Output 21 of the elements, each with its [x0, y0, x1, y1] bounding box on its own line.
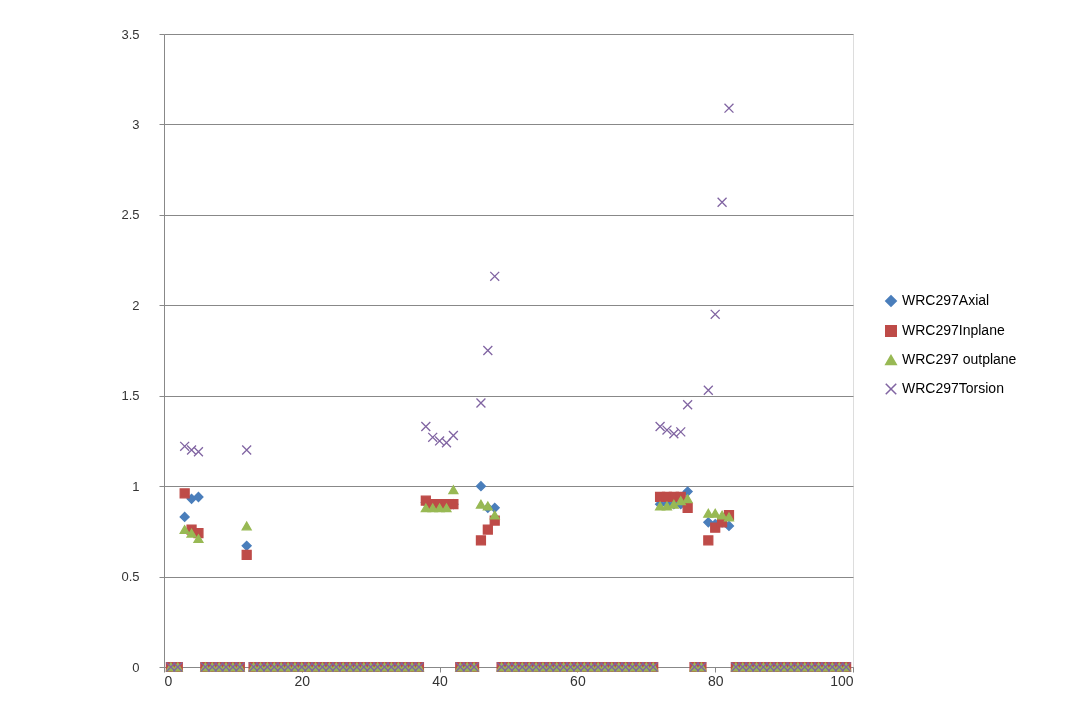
legend-label: WRC297Axial [902, 292, 990, 308]
y-tick-label: 3.5 [121, 26, 140, 42]
y-tick-label: 1.5 [121, 388, 140, 404]
point [179, 511, 190, 523]
legend-label: WRC297 outplane [902, 351, 1017, 367]
x-tick-label: 20 [294, 672, 311, 689]
point [241, 540, 252, 551]
x-tick-label: 0 [164, 672, 173, 689]
point [475, 481, 487, 492]
x-tick-label: 80 [707, 672, 724, 689]
x-tick-label: 40 [432, 672, 449, 689]
y-tick-label: 3 [132, 116, 140, 132]
legend-label: WRC297Torsion [902, 380, 1004, 396]
y-tick-label: 1 [132, 478, 140, 494]
x-tick-label: 60 [570, 672, 586, 689]
x-tick-label: 100 [830, 672, 854, 689]
y-tick-label: 0.5 [121, 569, 140, 585]
y-tick-label: 2.5 [121, 207, 140, 223]
y-tick-label: 0 [132, 659, 140, 675]
legend-label: WRC297Inplane [902, 322, 1005, 338]
y-tick-label: 2 [132, 297, 140, 313]
